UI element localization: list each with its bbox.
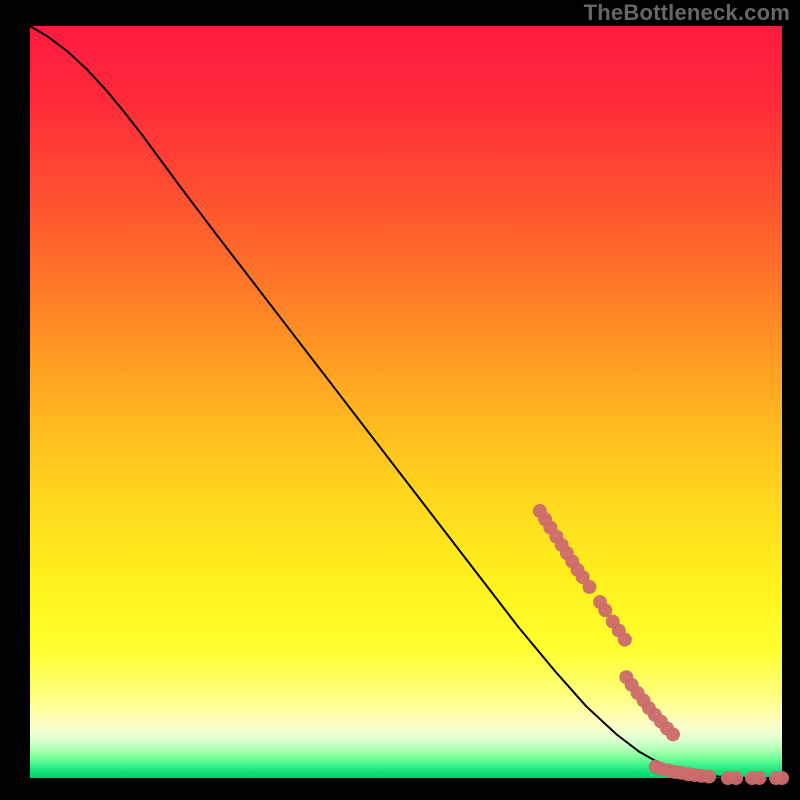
data-point: [752, 771, 766, 785]
data-point: [618, 633, 632, 647]
chart-gradient-bg: [30, 26, 782, 778]
data-point: [666, 727, 680, 741]
data-point: [775, 771, 789, 785]
data-point: [702, 770, 716, 784]
data-point: [582, 580, 596, 594]
bottleneck-chart: [0, 0, 800, 800]
data-point: [729, 771, 743, 785]
watermark-text: TheBottleneck.com: [584, 0, 790, 26]
